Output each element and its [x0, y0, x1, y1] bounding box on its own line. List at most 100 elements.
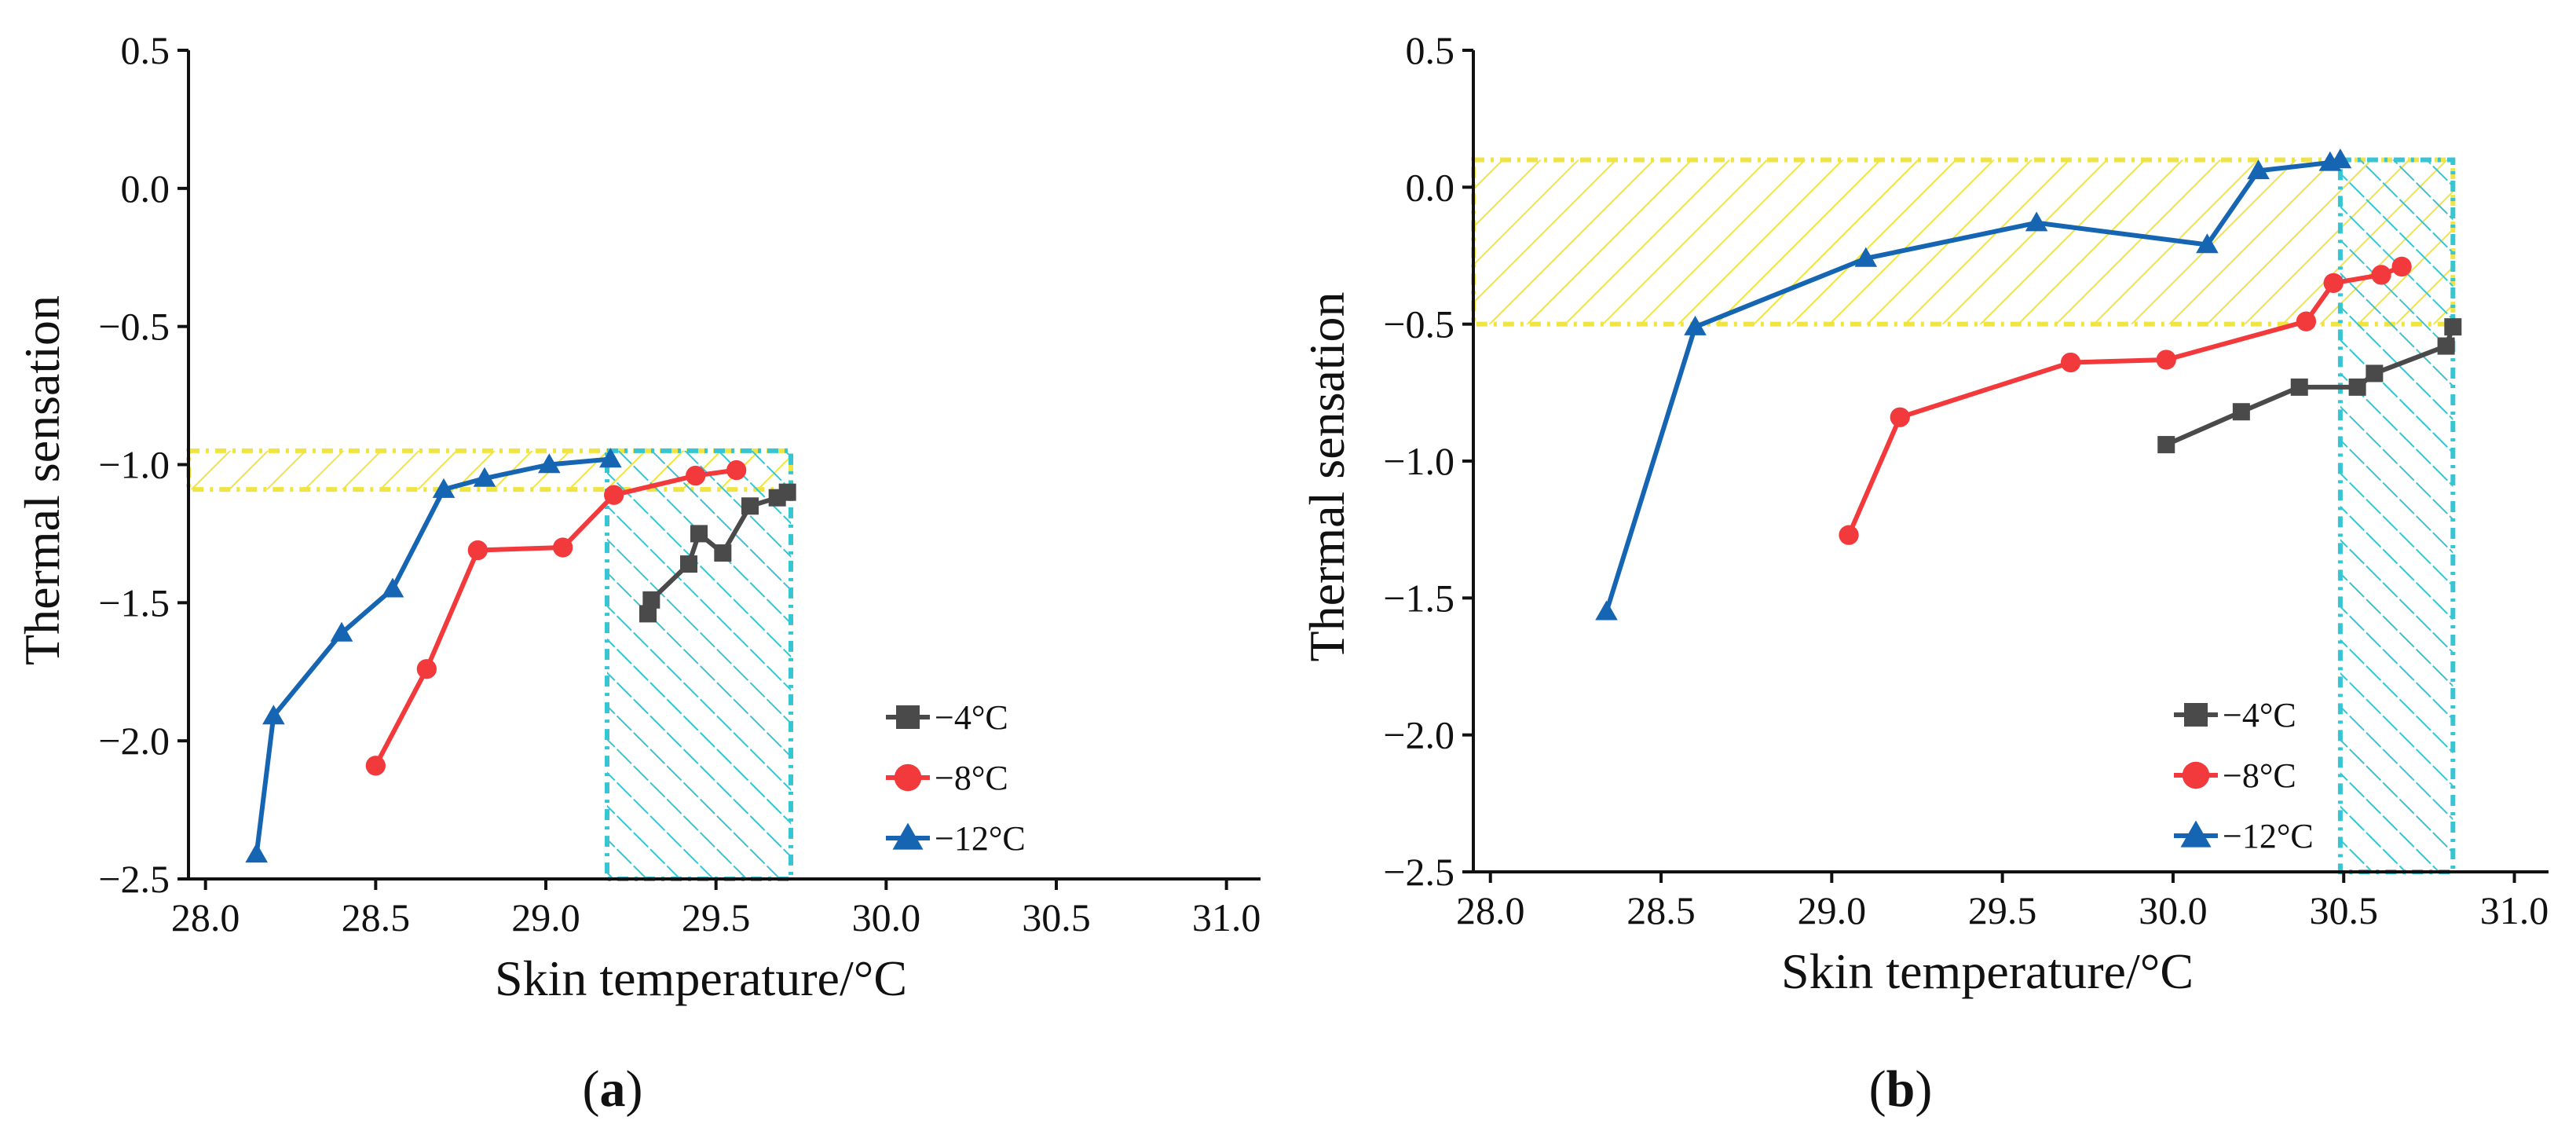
y-axis-title: Thermal sensation: [14, 295, 70, 665]
data-point: [2247, 159, 2270, 180]
legend-marker: [896, 705, 920, 729]
data-point: [1839, 525, 1859, 545]
data-point: [599, 448, 622, 468]
data-point: [726, 459, 747, 481]
y-tick-label: −1.5: [1383, 576, 1454, 620]
data-point: [741, 497, 759, 515]
data-point: [604, 485, 624, 505]
data-point: [1595, 600, 1618, 621]
data-point: [778, 483, 796, 501]
data-point: [262, 705, 285, 725]
x-tick-label: 31.0: [1192, 895, 1261, 939]
y-tick-label: −1.0: [98, 443, 170, 487]
legend-label: −4°C: [2223, 696, 2296, 734]
y-tick-label: −0.5: [98, 305, 170, 349]
data-point: [2025, 211, 2048, 232]
data-point: [1854, 247, 1878, 267]
series-line: [1604, 157, 2341, 613]
legend-label: −8°C: [935, 759, 1008, 797]
data-point: [2156, 350, 2176, 370]
data-point: [2437, 337, 2455, 355]
y-tick-label: −0.5: [1383, 302, 1454, 346]
y-tick-label: 0.0: [1406, 165, 1455, 209]
yellow-shaded-region: [1471, 157, 2456, 327]
data-point: [2232, 403, 2250, 421]
data-point: [686, 465, 706, 486]
y-tick-label: −2.0: [1383, 713, 1454, 757]
data-point: [553, 537, 573, 558]
data-point: [245, 843, 268, 863]
cyan-shaded-region: [605, 448, 793, 881]
data-point: [2444, 318, 2462, 336]
x-tick-label: 28.0: [171, 895, 240, 939]
x-tick-label: 28.0: [1456, 888, 1525, 932]
y-axis-title: Thermal sensation: [1299, 292, 1355, 662]
data-point: [2371, 265, 2391, 285]
x-tick-label: 29.5: [1968, 888, 2037, 932]
data-point: [2366, 364, 2384, 383]
data-point: [432, 478, 456, 498]
y-tick-label: −2.0: [98, 719, 170, 763]
x-tick-label: 30.0: [852, 895, 921, 939]
panel-a: 28.0 28.5 29.0 29.5 30.0 30.5 31.0 0.5 0.0 −0.5 −1…: [14, 28, 1261, 1006]
x-axis-title: Skin temperature/°C: [1781, 943, 2194, 999]
data-point: [473, 467, 496, 487]
y-tick-label: −2.5: [98, 857, 170, 901]
x-axis-title: Skin temperature/°C: [495, 950, 907, 1006]
x-tick-label: 29.0: [1798, 888, 1867, 932]
legend-marker: [894, 763, 922, 792]
panel-label-b: (b): [1869, 1060, 1933, 1118]
y-tick-label: −1.0: [1383, 439, 1454, 483]
data-point: [690, 525, 708, 543]
x-tick-label: 28.5: [1626, 888, 1696, 932]
data-point: [467, 540, 488, 561]
data-point: [2060, 352, 2081, 373]
y-tick-label: −2.5: [1383, 850, 1454, 894]
y-tick-label: 0.5: [121, 28, 170, 72]
data-point: [2348, 378, 2366, 396]
x-tick-label: 30.5: [1022, 895, 1091, 939]
panel-label-b-letter: b: [1886, 1060, 1916, 1118]
y-tick-label: −1.5: [98, 580, 170, 624]
x-tick-label: 28.5: [342, 895, 411, 939]
panel-label-a-letter: a: [600, 1060, 626, 1118]
x-tick-label: 29.5: [682, 895, 751, 939]
data-point: [2323, 273, 2344, 294]
data-point: [2196, 233, 2219, 254]
data-point: [2391, 256, 2412, 277]
legend-marker: [2184, 703, 2208, 727]
legend-marker: [892, 822, 924, 850]
data-point: [416, 659, 437, 679]
legend-marker: [2182, 761, 2210, 789]
panel-b: 28.0 28.5 29.0 29.5 30.0 30.5 31.0 0.5 0.0 −0.5 −1…: [1299, 28, 2549, 999]
panel-label-a: (a): [583, 1060, 643, 1118]
data-point: [2290, 378, 2308, 396]
y-tick-label: 0.5: [1406, 28, 1455, 72]
data-point: [2329, 148, 2352, 169]
data-point: [2157, 436, 2175, 454]
data-point: [1684, 315, 1707, 335]
svg-text:(a): (a): [583, 1060, 643, 1118]
x-tick-label: 31.0: [2480, 888, 2549, 932]
x-tick-label: 29.0: [511, 895, 580, 939]
x-tick-label: 30.5: [2309, 888, 2378, 932]
data-point: [680, 555, 697, 573]
x-tick-label: 30.0: [2139, 888, 2208, 932]
data-point: [639, 605, 657, 623]
data-point: [714, 544, 732, 562]
series-line: [254, 456, 611, 855]
legend-label: −8°C: [2223, 756, 2296, 795]
legend-label: −4°C: [935, 698, 1008, 737]
data-point: [1890, 407, 1910, 427]
legend-label: −12°C: [935, 819, 1026, 858]
data-point: [2296, 311, 2317, 331]
y-tick-label: 0.0: [121, 167, 170, 211]
data-point: [642, 591, 660, 609]
data-point: [365, 756, 386, 776]
legend-label: −12°C: [2223, 817, 2314, 855]
data-point: [330, 621, 353, 642]
svg-text:(b): (b): [1869, 1060, 1933, 1118]
data-point: [538, 453, 561, 474]
legend-marker: [2180, 820, 2212, 848]
